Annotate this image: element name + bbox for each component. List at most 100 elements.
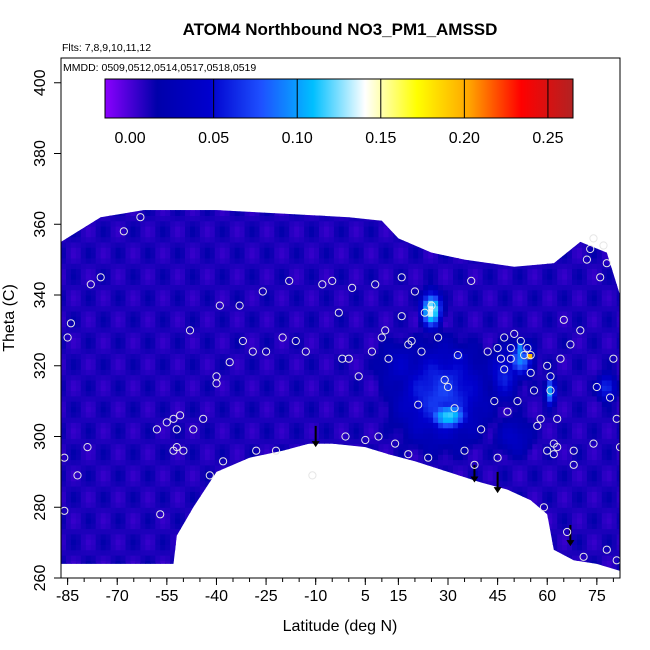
field-cell — [214, 549, 221, 556]
field-cell — [338, 395, 345, 402]
field-cell — [333, 406, 340, 413]
field-cell — [165, 279, 171, 285]
field-cell — [309, 358, 315, 365]
field-cell — [145, 438, 151, 445]
field-cell — [259, 539, 266, 545]
field-cell — [90, 220, 97, 227]
field-cell — [190, 310, 196, 317]
field-cell — [353, 364, 360, 370]
field-cell — [145, 417, 151, 423]
field-cell — [165, 257, 171, 264]
field-cell — [95, 268, 102, 275]
field-cell — [304, 427, 310, 434]
field-cell — [274, 475, 280, 482]
field-cell — [304, 279, 310, 285]
field-cell — [209, 501, 216, 508]
field-cell — [125, 231, 132, 238]
field-cell — [135, 348, 141, 354]
field-cell — [234, 528, 241, 535]
field-cell — [249, 443, 256, 450]
field-cell — [229, 464, 236, 471]
field-cell — [353, 326, 360, 333]
field-cell — [125, 560, 132, 567]
field-cell — [279, 491, 285, 498]
field-cell — [66, 284, 72, 291]
field-cell — [363, 544, 370, 551]
field-cell — [204, 236, 211, 243]
field-cell — [319, 470, 325, 476]
field-cell — [115, 523, 122, 530]
field-cell — [304, 438, 310, 445]
field-cell — [259, 491, 266, 498]
field-cell — [214, 443, 221, 450]
field-cell — [383, 326, 390, 333]
field-cell — [85, 549, 92, 556]
field-cell — [140, 501, 146, 508]
field-cell — [80, 321, 87, 328]
field-cell — [70, 417, 77, 423]
field-cell — [95, 210, 102, 216]
field-cell — [294, 390, 300, 397]
field-cell — [373, 544, 380, 551]
field-cell — [333, 226, 340, 232]
field-cell — [234, 364, 241, 370]
field-cell — [333, 215, 340, 222]
field-cell — [75, 247, 82, 254]
field-cell — [80, 486, 87, 492]
field-cell — [199, 300, 206, 307]
field-cell — [130, 364, 137, 370]
field-cell — [150, 565, 156, 571]
field-cell — [204, 464, 211, 471]
field-cell — [328, 464, 335, 471]
field-cell — [66, 364, 72, 370]
field-cell — [373, 459, 380, 466]
field-cell — [85, 480, 92, 487]
field-cell — [284, 443, 290, 450]
field-cell — [274, 438, 280, 445]
field-cell — [353, 220, 360, 227]
field-cell — [403, 379, 409, 386]
field-cell — [294, 374, 300, 381]
field-cell — [338, 475, 345, 482]
field-cell — [120, 539, 127, 545]
field-cell — [160, 353, 166, 360]
field-cell — [413, 491, 419, 498]
field-cell — [180, 231, 186, 238]
field-cell — [155, 210, 161, 211]
field-cell — [328, 247, 335, 254]
field-cell — [100, 310, 107, 317]
field-cell — [100, 470, 107, 476]
field-cell — [209, 364, 216, 370]
field-cell — [105, 401, 112, 407]
field-cell — [145, 433, 151, 439]
field-cell — [358, 321, 365, 328]
field-cell — [383, 438, 390, 445]
field-cell — [155, 289, 161, 296]
field-cell — [348, 533, 355, 540]
field-cell — [279, 486, 285, 492]
field-cell — [363, 454, 370, 461]
field-cell — [343, 268, 350, 275]
field-cell — [85, 369, 92, 376]
field-cell — [328, 523, 335, 530]
field-cell — [244, 263, 251, 270]
field-cell — [90, 247, 97, 254]
field-cell — [180, 279, 186, 285]
field-cell — [279, 459, 285, 466]
field-cell — [299, 539, 305, 545]
field-cell — [284, 268, 290, 275]
field-cell — [388, 273, 395, 280]
field-cell — [388, 464, 395, 471]
field-cell — [160, 480, 166, 487]
field-cell — [408, 464, 414, 471]
field-cell — [353, 486, 360, 492]
field-cell — [115, 539, 122, 545]
field-cell — [160, 385, 166, 392]
field-cell — [363, 226, 370, 232]
field-cell — [358, 390, 365, 397]
field-cell — [348, 555, 355, 561]
field-cell — [190, 326, 196, 333]
field-cell — [324, 443, 330, 450]
field-cell — [165, 241, 171, 248]
field-cell — [115, 252, 122, 259]
